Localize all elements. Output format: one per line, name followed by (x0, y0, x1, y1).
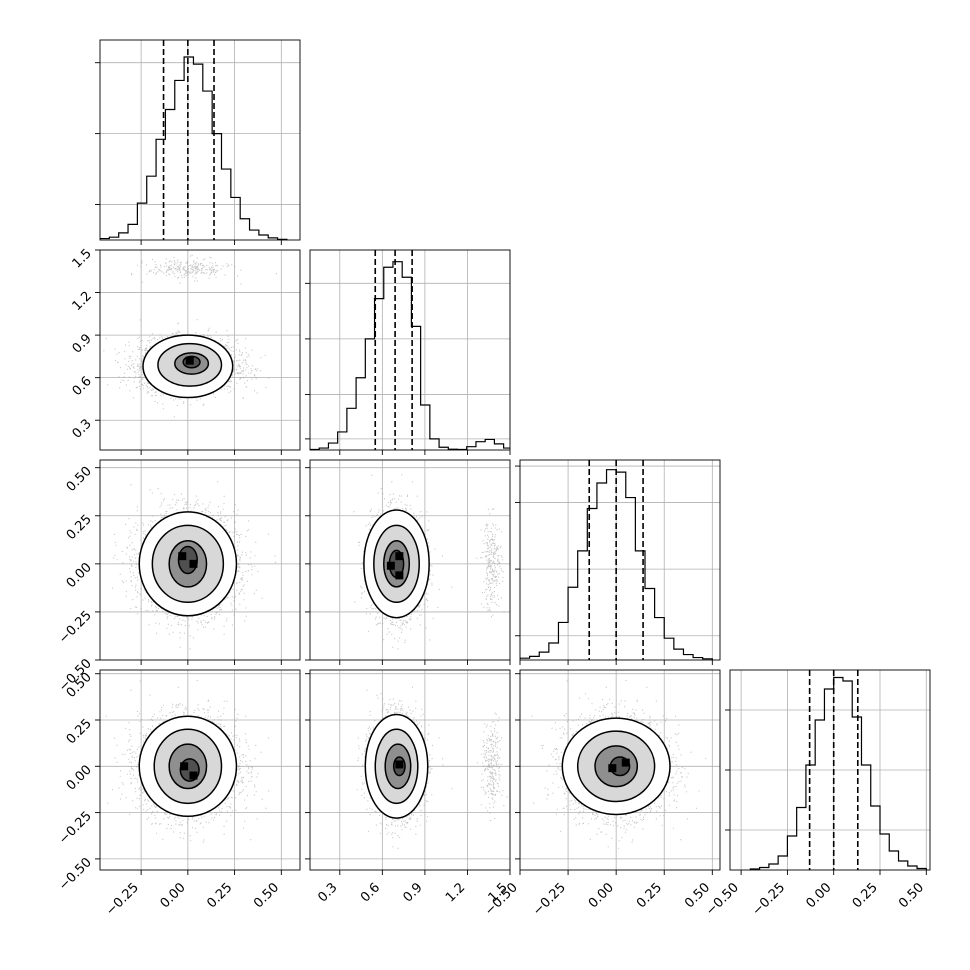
joint-p2-p4-xtick-label: 1.2 (443, 880, 468, 905)
joint-p1-p4-xtick-label: 0.50 (251, 880, 282, 911)
joint-p1-p2-ytick-label: 0.3 (70, 416, 95, 441)
panel-2-0: −0.50−0.250.000.250.50 (56, 459, 301, 695)
joint-p1-p2-ytick-label: 0.6 (70, 374, 95, 399)
diag-p4-xtick-label: 0.00 (803, 880, 834, 911)
joint-p3-p4-xtick-label: 0.00 (586, 880, 617, 911)
contour-level-4 (363, 509, 430, 619)
panel-3-1: 0.3 0.6 0.9 1.2 1.5 (305, 669, 511, 905)
panel-3-2: −0.50 −0.25 0.00 0.25 0.50 (482, 669, 721, 919)
panel-3-3: −0.50 −0.25 0.00 0.25 0.50 (703, 669, 931, 919)
contour-level-2 (594, 745, 639, 788)
joint-p2-p4-xtick-label: 0.9 (400, 880, 425, 905)
contour-level-3 (374, 728, 419, 805)
contour-level-2 (384, 743, 412, 790)
contour-level-1 (179, 758, 200, 782)
joint-p1-p4-ytick-label: 0.25 (64, 716, 95, 747)
joint-p1-p4-xtick-label: 0.25 (204, 880, 235, 911)
joint-p1-p3-ytick-label: 0.25 (64, 512, 95, 543)
panel-3-0: −0.25 0.00 0.25 0.50−0.50−0.250.000.250.50 (56, 669, 301, 919)
density-peak (386, 561, 395, 570)
joint-p1-p4 (100, 670, 300, 870)
panel-0-0 (95, 39, 301, 245)
contour-level-3 (576, 730, 656, 803)
contour-level-1 (182, 355, 201, 369)
joint-p3-p4-xtick-label: 0.25 (634, 880, 665, 911)
contour-level-4 (142, 334, 234, 399)
joint-p2-p4-xtick-label: 0.3 (315, 880, 340, 905)
contour-level-2 (168, 743, 208, 790)
contour-level-3 (157, 342, 223, 387)
contour-level-1 (177, 545, 198, 575)
joint-p1-p3-ytick-label: 0.50 (64, 464, 95, 495)
joint-p1-p3 (100, 460, 300, 660)
joint-p1-p2 (100, 250, 300, 450)
panel-2-1 (305, 459, 511, 665)
contour-level-3 (373, 524, 420, 604)
density-peak (395, 760, 404, 769)
density-peak (189, 559, 198, 568)
histogram-p2 (310, 261, 510, 450)
joint-p2-p4 (310, 670, 510, 870)
density-peak (178, 552, 187, 561)
contour-level-2 (383, 540, 411, 588)
diag-p4-xtick-label: 0.50 (896, 880, 927, 911)
frame-3-1 (309, 669, 511, 871)
contour-level-2 (174, 352, 210, 375)
joint-p1-p4-xtick-label: −0.25 (103, 880, 142, 919)
contour-level-1 (609, 756, 631, 777)
contour-level-3 (153, 728, 223, 805)
frame-3-0 (99, 669, 301, 871)
panel-1-0: 0.3 0.6 0.9 1.2 1.5 (70, 246, 301, 455)
contour-level-4 (561, 717, 671, 816)
joint-p1-p3-ytick-label: −0.25 (56, 608, 95, 647)
diag-p4-xtick-label: −0.25 (749, 880, 788, 919)
joint-p3-p4-xtick-label: −0.25 (530, 880, 569, 919)
histogram-p4 (749, 676, 927, 870)
panel-1-1 (305, 249, 511, 455)
joint-p1-p2-ytick-label: 1.5 (70, 246, 95, 271)
joint-p1-p4-xtick-label: 0.00 (158, 880, 189, 911)
contour-level-1 (392, 756, 406, 777)
diag-p4-xtick-label: −0.50 (703, 880, 742, 919)
panel-2-2 (515, 459, 721, 665)
density-peak (180, 762, 189, 771)
frame-3-3 (729, 669, 931, 871)
contour-level-4 (138, 511, 238, 617)
density-peak (608, 764, 617, 773)
contour-level-1 (388, 549, 405, 579)
contour-level-4 (364, 713, 429, 819)
frame-2-0 (99, 459, 301, 661)
density-peak (395, 552, 404, 561)
joint-p3-p4 (520, 670, 720, 870)
density-peak (185, 356, 194, 365)
joint-p2-p3 (310, 460, 510, 660)
frame-1-0 (99, 249, 301, 451)
joint-p2-p4-xtick-label: 0.6 (358, 880, 383, 905)
frame-1-1 (309, 249, 511, 451)
contour-level-2 (168, 540, 208, 588)
frame-0-0 (99, 39, 301, 241)
histogram-p1 (100, 56, 288, 240)
joint-p1-p4-ytick-label: −0.25 (56, 809, 95, 848)
density-peak (621, 758, 630, 767)
frame-2-2 (519, 459, 721, 661)
contour-level-3 (151, 524, 225, 604)
frame-2-1 (309, 459, 511, 661)
diag-p4-xtick-label: 0.25 (850, 880, 881, 911)
density-peak (189, 771, 198, 780)
joint-p1-p2-ytick-label: 1.2 (70, 289, 95, 314)
joint-p1-p2-ytick-label: 0.9 (70, 331, 95, 356)
frame-3-2 (519, 669, 721, 871)
joint-p1-p4-ytick-label: −0.50 (56, 855, 95, 894)
joint-p1-p4-ytick-label: 0.00 (64, 763, 95, 794)
contour-level-4 (138, 715, 238, 818)
joint-p1-p3-ytick-label: 0.00 (64, 560, 95, 591)
